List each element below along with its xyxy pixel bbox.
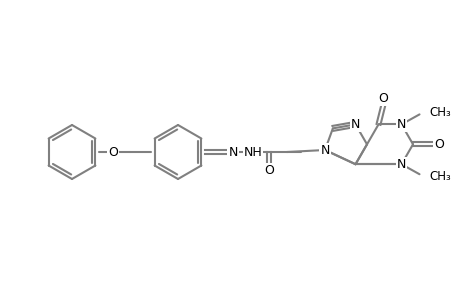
Text: O: O (108, 146, 118, 158)
Text: CH₃: CH₃ (429, 170, 450, 183)
Text: O: O (378, 92, 387, 105)
Text: N: N (319, 143, 329, 157)
Text: N: N (350, 118, 359, 131)
Text: O: O (433, 138, 443, 151)
Text: CH₃: CH₃ (429, 106, 450, 119)
Text: N: N (396, 118, 405, 131)
Text: N: N (396, 158, 405, 171)
Text: O: O (263, 164, 274, 176)
Text: NH: NH (243, 146, 262, 158)
Text: N: N (228, 146, 237, 158)
